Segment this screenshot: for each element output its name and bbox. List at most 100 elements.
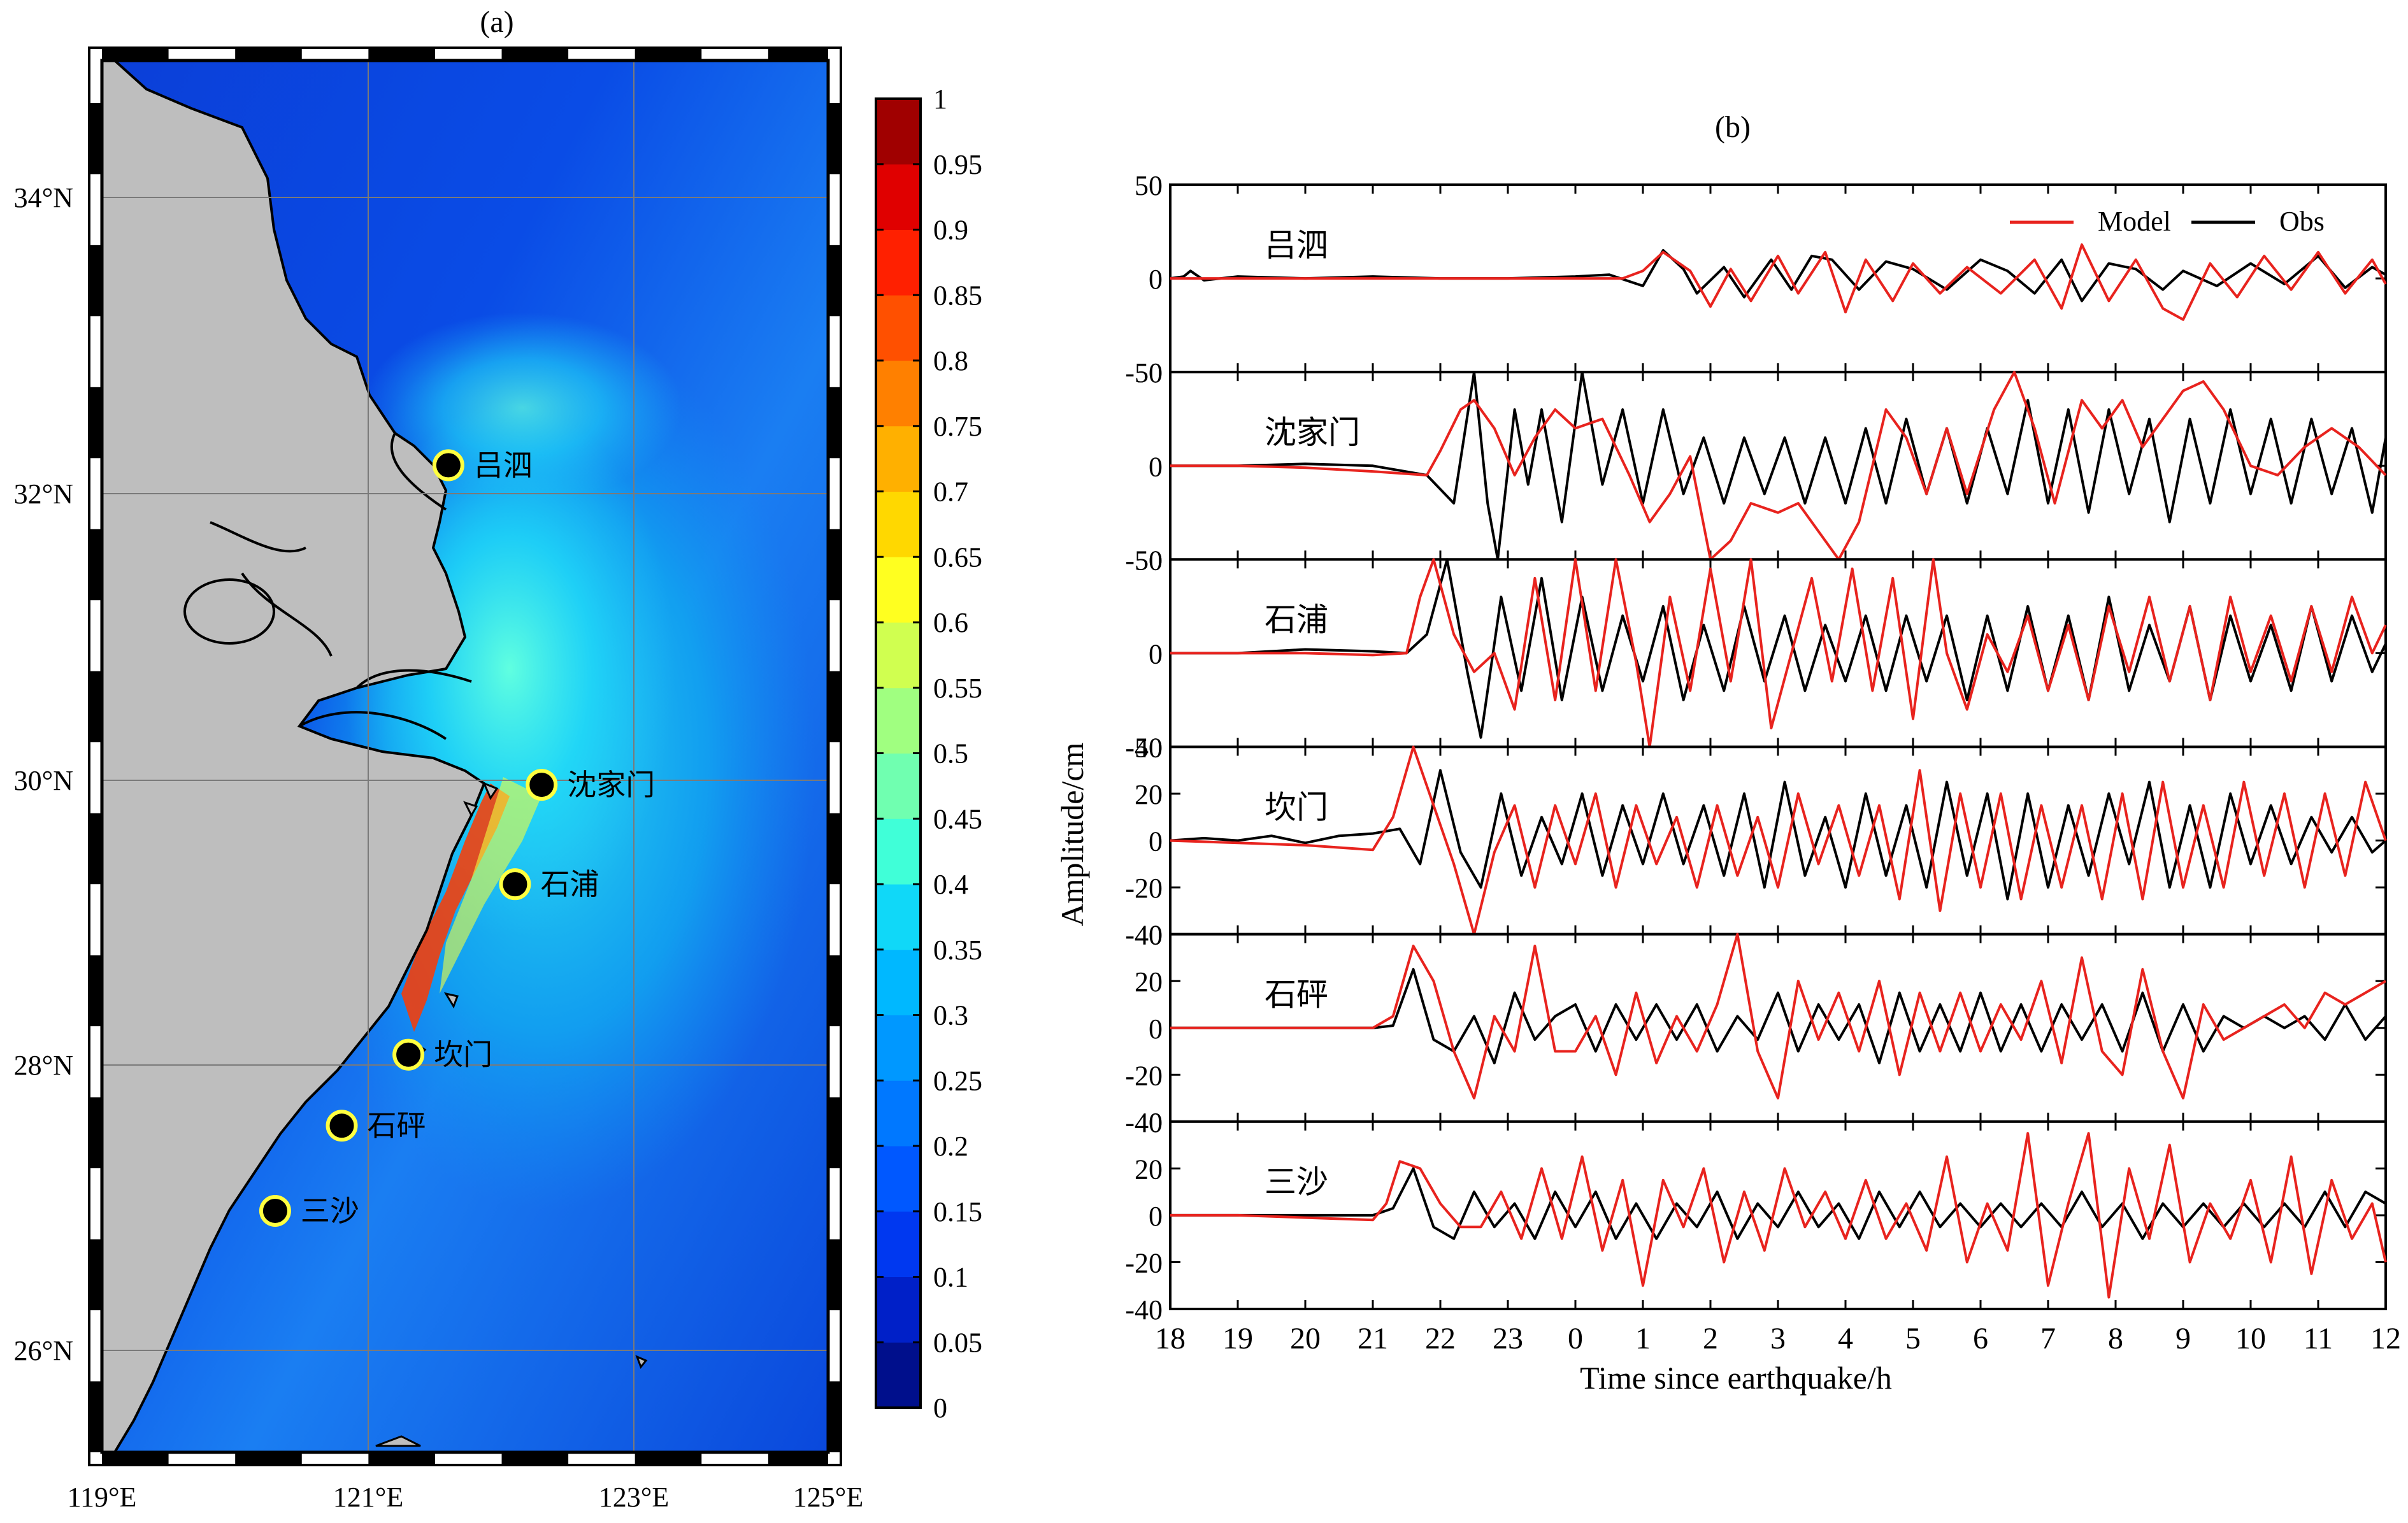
colorbar-cell [876,1342,921,1408]
station-marker [326,1110,358,1142]
y-tick-label: 0 [1149,638,1163,669]
frame-segment [235,1452,302,1465]
y-tick-label: 40 [1135,1107,1163,1138]
station-name: 沈家门 [1265,415,1360,450]
colorbar-tick-label: 1 [933,83,947,115]
frame-segment [368,1452,435,1465]
panel-frame [1169,745,2387,936]
colorbar-tick-label: 0.2 [933,1131,968,1162]
station-name: 吕泗 [1265,227,1328,263]
frame-segment [89,387,102,459]
colorbar-tick-label: 0.35 [933,934,982,966]
lat-label-30: 30°N [14,765,73,796]
x-tick-label: 11 [2304,1322,2333,1355]
model-series-line [1170,243,2387,321]
colorbar-tick-label: 0.25 [933,1065,982,1096]
frame-segment [89,1381,102,1452]
coastline-detail [210,433,472,740]
colorbar-tick-label: 0.65 [933,541,982,573]
frame-segment [634,48,702,61]
land-area [102,61,486,1452]
lat-label-34: 34°N [14,182,73,213]
frame-segment [828,103,841,175]
y-axis-label: Amplitude/cm [1054,742,1090,926]
frame-segment [89,103,102,175]
y-tick-label: 40 [1135,920,1163,951]
x-tick-label: 20 [1290,1322,1321,1355]
y-tick-label: 50 [1135,545,1163,576]
colorbar-tick-label: 0.45 [933,803,982,834]
station-marker [259,1194,291,1227]
y-tick-label: 40 [1135,733,1163,764]
x-tick-label: 9 [2175,1322,2191,1355]
frame-segment [828,387,841,459]
station-marker [526,769,558,801]
x-tick-label: 12 [2370,1322,2401,1355]
colorbar-tick-label: 0.85 [933,280,982,311]
x-tick-label: 2 [1703,1322,1718,1355]
colorbar-cell [876,425,921,492]
frame-segment [235,48,302,61]
station-panel: 40 20 0 -20 -40 坎门 [1125,733,2387,951]
legend-obs-label: Obs [2279,206,2325,237]
lon-label-121: 121°E [333,1482,403,1513]
frame-segment [368,48,435,61]
lon-label-119: 119°E [68,1482,137,1513]
timeseries-chart: 500-50吕泗500-50沈家门500-50石浦40200-20-40坎门40… [1125,170,2401,1355]
frame-segment [89,245,102,317]
legend: Model Obs [2010,206,2325,237]
y-tick-label: 0 [1149,264,1163,295]
lon-label-125: 125°E [793,1482,863,1513]
colorbar-cell [876,753,921,819]
x-tick-label: 4 [1838,1322,1853,1355]
model-series-line [1170,745,2387,936]
station-marker [499,868,531,901]
station-label: 坎门 [434,1039,492,1071]
frame-segment [102,48,169,61]
colorbar-tick-label: 0.4 [933,869,968,900]
colorbar-tick-label: 0.8 [933,345,968,376]
x-tick-label: 19 [1222,1322,1253,1355]
colorbar-cell [876,1211,921,1277]
colorbar: 0 0.05 0.1 0.15 0.2 0.25 0.3 0.35 0.4 0.45 0.5 0.55… [875,83,982,1424]
frame-segment [828,1097,841,1169]
station-panel: 50 0 -50 沈家门 [1125,357,2387,576]
colorbar-tick-label: 0.75 [933,411,982,442]
colorbar-tick-label: 0.3 [933,1000,968,1031]
station-panel: 50 0 -50 吕泗 [1125,170,2387,389]
frame-segment [768,1452,828,1465]
station-name: 坎门 [1265,789,1328,825]
colorbar-cell [876,99,921,165]
frame-segment [89,955,102,1027]
station-name: 石砰 [1265,976,1328,1012]
y-tick-label: -40 [1125,1107,1163,1138]
colorbar-cell [876,819,921,885]
frame-segment [89,1239,102,1311]
panel-frame [1169,558,2387,748]
x-tick-label: 21 [1358,1322,1388,1355]
model-series-line [1170,558,2387,748]
x-tick-label: 3 [1770,1322,1786,1355]
frame-segment [501,1452,569,1465]
x-tick-label: 8 [2108,1322,2123,1355]
station-panel: 50 0 -50 石浦 [1125,545,2387,764]
panel-b-title: (b) [1715,110,1751,144]
lon-label-123: 123°E [599,1482,669,1513]
y-tick-label: 0 [1149,826,1163,857]
y-tick-label: 50 [1135,357,1163,389]
lat-label-28: 28°N [14,1050,73,1081]
y-tick-label: 20 [1135,966,1163,997]
y-tick-label: 0 [1149,1201,1163,1232]
frame-segment [89,813,102,885]
x-tick-label: 6 [1973,1322,1988,1355]
colorbar-tick-label: 0.55 [933,673,982,704]
colorbar-cell [876,687,921,754]
colorbar-cell [876,361,921,427]
y-tick-label: -50 [1125,357,1163,389]
map-panel [102,61,828,1452]
coastal-yellow-band [440,777,541,994]
colorbar-tick-label: 0.7 [933,476,968,508]
frame-segment [828,245,841,317]
lake-outline [183,578,275,645]
x-tick-label: 7 [2040,1322,2056,1355]
